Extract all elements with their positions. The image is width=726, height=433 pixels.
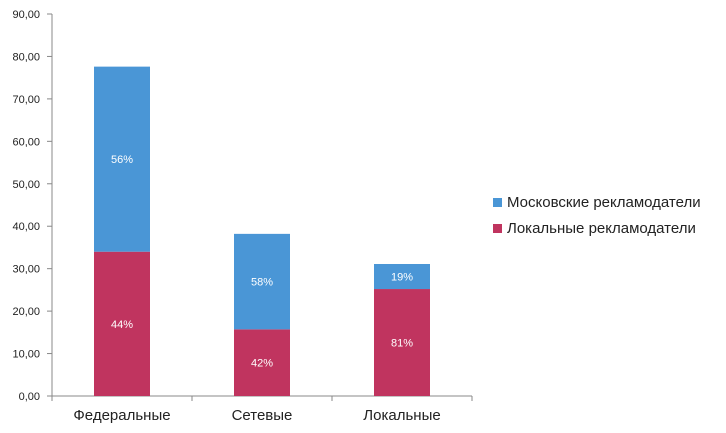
legend: Московские рекламодатели Локальные реклам…	[493, 194, 701, 237]
y-tick-label: 70,00	[12, 94, 40, 106]
y-tick-label: 0,00	[19, 391, 40, 403]
y-tick-label: 40,00	[12, 221, 40, 233]
y-tick-label: 80,00	[12, 51, 40, 63]
y-tick-label: 10,00	[12, 349, 40, 361]
bar-segment	[94, 251, 150, 396]
bar-segment	[94, 66, 150, 252]
x-category-label: Сетевые	[232, 407, 293, 424]
y-axis-ticks: 0,00 10,00 20,00 30,00 40,00 50,00 60,00 70,00 8…	[12, 9, 52, 403]
data-label: 58%	[251, 277, 273, 289]
bar-segment	[234, 233, 290, 330]
legend-label: Московские рекламодатели	[507, 194, 701, 211]
x-category-label: Локальные	[363, 407, 440, 424]
legend-swatch	[493, 198, 502, 207]
data-label: 42%	[251, 358, 273, 370]
data-label: 44%	[111, 319, 133, 331]
bars-group	[94, 66, 430, 396]
x-category-label: Федеральные	[73, 407, 170, 424]
data-label: 19%	[391, 272, 413, 284]
x-axis-ticks: Федеральные Сетевые Локальные	[51, 396, 473, 424]
data-label: 56%	[111, 154, 133, 166]
bar-segment	[374, 289, 430, 396]
bar-segment	[374, 263, 430, 290]
y-tick-label: 60,00	[12, 136, 40, 148]
y-tick-label: 20,00	[12, 306, 40, 318]
segment-labels-group: 44% 56% 42% 58% 81% 19%	[111, 154, 413, 370]
y-tick-label: 90,00	[12, 9, 40, 21]
legend-swatch	[493, 224, 502, 233]
data-label: 81%	[391, 338, 413, 350]
bar-segment	[234, 329, 290, 396]
y-tick-label: 50,00	[12, 179, 40, 191]
legend-label: Локальные рекламодатели	[507, 220, 696, 237]
y-tick-label: 30,00	[12, 264, 40, 276]
